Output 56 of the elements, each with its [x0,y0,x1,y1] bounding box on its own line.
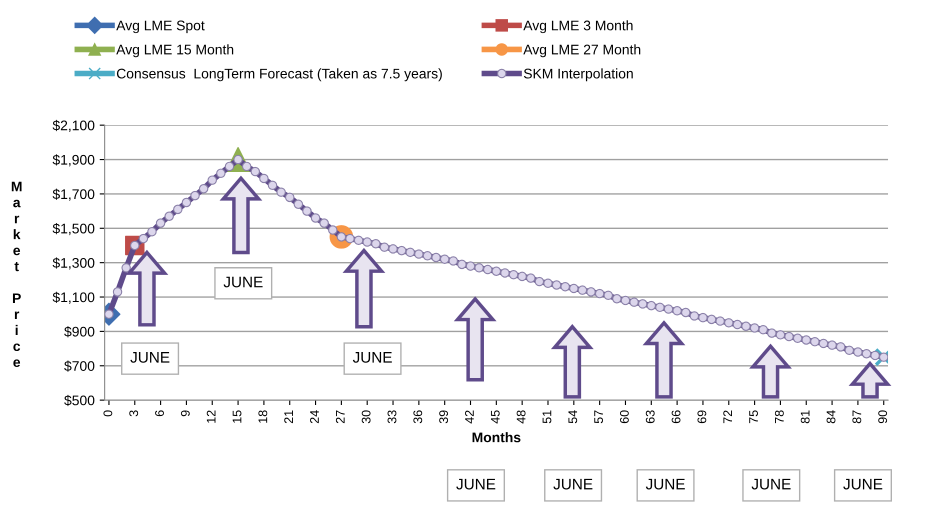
y-tick-label: $500 [64,394,94,406]
x-tick-label: 75 [749,410,758,424]
x-tick-label: 63 [646,410,655,424]
x-tick-label: 54 [568,410,578,424]
x-tick-label: 60 [620,410,629,424]
legend-label: Avg LME 27 Month [523,44,640,58]
x-tick-label: 27 [336,410,345,424]
x-tick-label: 30 [362,410,371,424]
x-tick-label: 24 [310,410,319,424]
x-tick-label: 45 [490,410,500,424]
x-tick-label: 9 [180,410,190,416]
x-tick-label: 6 [155,410,164,416]
x-tick-label: 72 [723,410,732,424]
x-tick-label: 18 [258,410,268,423]
text: JUNE [646,478,685,490]
legend-label: Avg LME 15 Month [116,44,234,58]
x-axis-title: Months [472,432,520,442]
x-tick-label: 42 [465,410,474,424]
x-tick-label: 78 [774,410,784,424]
annotation: JUNE [352,352,392,363]
legend-label: Consensus LongTerm Forecast (Taken as 7.5 years) [116,68,442,82]
x-tick-label: 12 [206,410,216,423]
text: Market Price [12,182,22,368]
x-tick-label: 48 [516,410,526,424]
annotation: JUNE [130,352,170,363]
y-tick-label: $1,900 [52,154,94,166]
x-tick-label: 84 [826,410,836,424]
x-tick-label: 0 [103,410,112,416]
y-tick-label: $1,300 [52,257,94,270]
y-tick-label: $1,500 [52,223,94,236]
legend-label: SKM Interpolation [524,68,633,82]
x-tick-label: 3 [129,410,138,416]
x-tick-label: 36 [413,410,422,424]
x-tick-label: 69 [697,410,706,424]
x-tick-label: 66 [672,410,680,424]
annotation: JUNE [224,276,263,288]
legend-label: Avg LME Spot [116,20,205,34]
x-tick-label: 90 [878,410,888,424]
y-tick-label: $700 [64,360,94,372]
x-tick-label: 51 [542,410,552,424]
x-tick-label: 33 [388,410,396,424]
x-tick-label: 39 [439,410,448,424]
text: JUNE [752,478,791,490]
y-tick-label: $900 [64,326,94,338]
legend-label: Avg LME 3 Month [523,20,633,34]
x-tick-label: 87 [852,410,862,424]
x-tick-label: 57 [594,410,603,424]
text: JUNE [843,478,882,490]
x-tick-label: 21 [284,410,293,424]
text: JUNE [553,478,592,490]
x-tick-label: 81 [800,410,810,424]
y-tick-label: $2,100 [52,120,94,132]
text: JUNE [456,478,496,490]
y-tick-label: $1,100 [52,292,94,304]
y-tick-label: $1,700 [52,188,94,201]
x-tick-label: 15 [232,410,242,423]
